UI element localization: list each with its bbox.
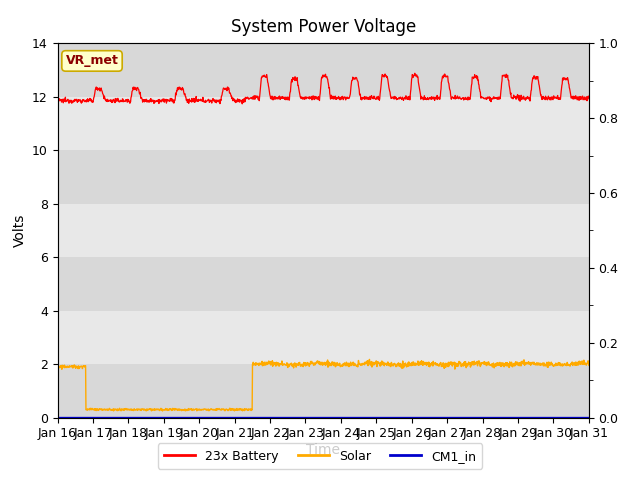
Bar (58, 364, 589, 418)
Title: System Power Voltage: System Power Voltage (230, 18, 416, 36)
Bar (58, 150, 589, 204)
X-axis label: Time: Time (306, 443, 340, 457)
Bar (58, 257, 589, 311)
Bar (58, 204, 589, 257)
Bar (58, 311, 589, 364)
Legend: 23x Battery, Solar, CM1_in: 23x Battery, Solar, CM1_in (158, 444, 482, 469)
Bar (58, 43, 589, 96)
Y-axis label: Volts: Volts (12, 214, 26, 247)
Text: VR_met: VR_met (65, 54, 118, 67)
Bar (58, 96, 589, 150)
